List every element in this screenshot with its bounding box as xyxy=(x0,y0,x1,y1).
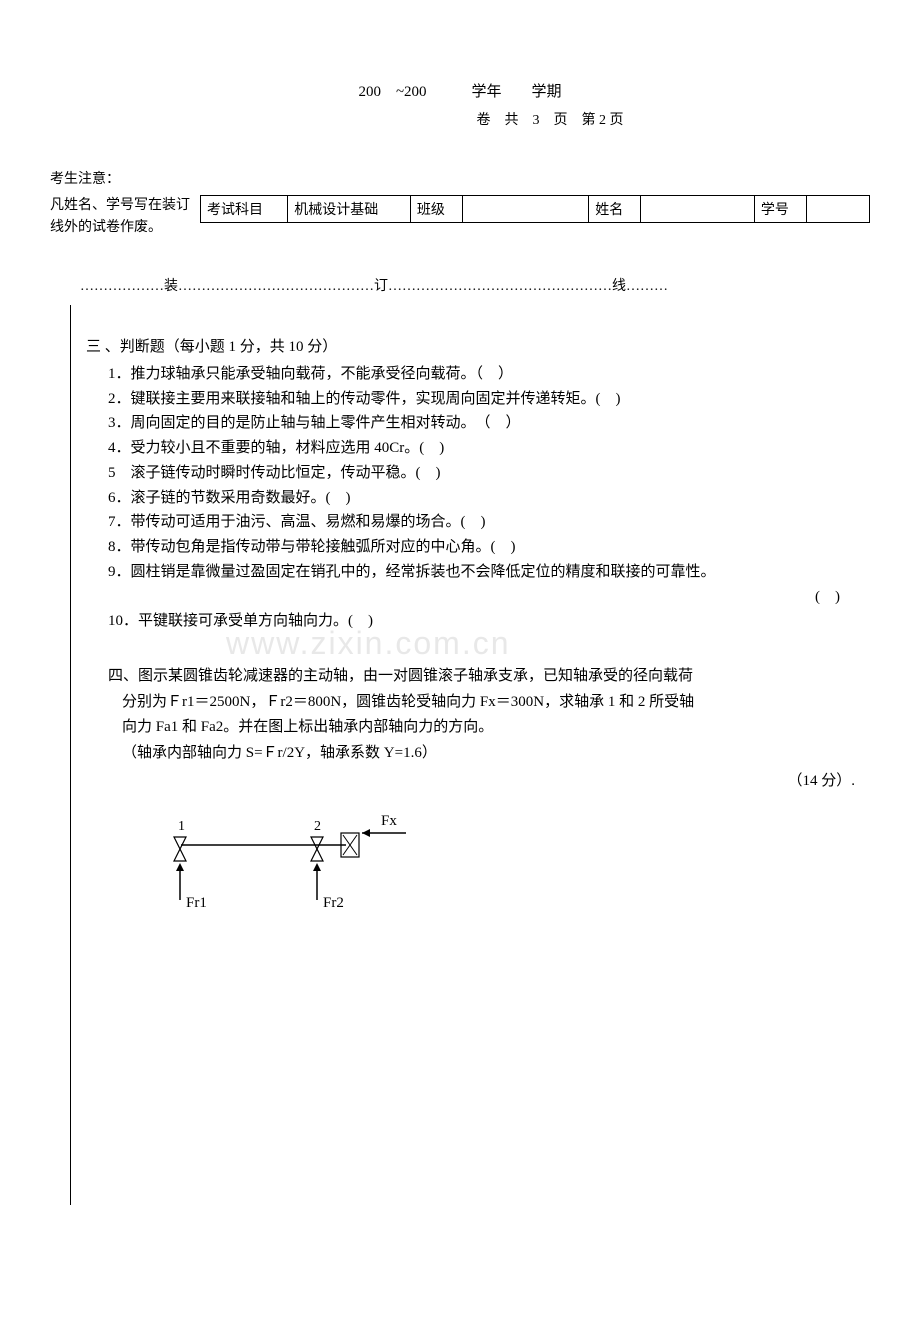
bearing1-label: 1 xyxy=(178,819,185,834)
question-8: 8．带传动包角是指传动带与带轮接触弧所对应的中心角。( ) xyxy=(108,535,860,560)
question-4: 4．受力较小且不重要的轴，材料应选用 40Cr。( ) xyxy=(108,436,860,461)
section4-line4: （轴承内部轴向力 S=Ｆr/2Y，轴承系数 Y=1.6） xyxy=(86,741,860,767)
question-5: 5 滚子链传动时瞬时传动比恒定，传动平稳。( ) xyxy=(108,461,860,486)
id-value xyxy=(806,196,869,223)
question-9: 9．圆柱销是靠微量过盈固定在销孔中的，经常拆装也不会降低定位的精度和联接的可靠性… xyxy=(108,560,860,585)
bearing-diagram: 1 2 Fx xyxy=(146,805,860,930)
subject-value: 机械设计基础 xyxy=(288,196,411,223)
question-10: 10．平键联接可承受单方向轴向力。( ) xyxy=(108,609,860,634)
notice-line1: 考生注意： xyxy=(50,169,870,190)
year-semester-line: 200 ~200 学年 学期 xyxy=(50,80,870,101)
section3-title: 三 、判断题（每小题 1 分，共 10 分） xyxy=(86,335,860,356)
notice-line2b: 线外的试卷作废。 xyxy=(50,217,200,239)
question-2: 2．键联接主要用来联接轴和轴上的传动零件，实现周向固定并传递转矩。( ) xyxy=(108,387,860,412)
section4-score: （14 分）. xyxy=(86,769,860,790)
bearing2-label: 2 xyxy=(314,819,321,834)
question-6: 6．滚子链的节数采用奇数最好。( ) xyxy=(108,486,860,511)
section4-line3: 向力 Fa1 和 Fa2。并在图上标出轴承内部轴向力的方向。 xyxy=(86,715,860,741)
table-row: 考试科目 机械设计基础 班级 姓名 学号 xyxy=(201,196,870,223)
question-1: 1．推力球轴承只能承受轴向载荷，不能承受径向载荷。（ ） xyxy=(108,362,860,387)
exam-info-table: 考试科目 机械设计基础 班级 姓名 学号 xyxy=(200,195,870,223)
section3-questions: 1．推力球轴承只能承受轴向载荷，不能承受径向载荷。（ ） 2．键联接主要用来联接… xyxy=(86,362,860,634)
fr1-label: Fr1 xyxy=(186,895,207,911)
question-7: 7．带传动可适用于油污、高温、易燃和易爆的场合。( ) xyxy=(108,510,860,535)
subject-label: 考试科目 xyxy=(201,196,288,223)
question-3: 3．周向固定的目的是防止轴与轴上零件产生相对转动。 （ ） xyxy=(108,411,860,436)
class-value xyxy=(462,196,588,223)
page-count-info: 卷 共 3 页 第 2 页 xyxy=(50,109,870,129)
binding-line: ………………装……………………………………订…………………………………………线…… xyxy=(80,275,870,295)
name-value xyxy=(641,196,755,223)
fr2-label: Fr2 xyxy=(323,895,344,911)
section4: 四、图示某圆锥齿轮减速器的主动轴，由一对圆锥滚子轴承支承，已知轴承受的径向载荷 … xyxy=(86,664,860,930)
section4-line2: 分别为Ｆr1＝2500N，Ｆr2＝800N，圆锥齿轮受轴向力 Fx＝300N，求… xyxy=(86,690,860,716)
content-box: www.zixin.com.cn 三 、判断题（每小题 1 分，共 10 分） … xyxy=(70,305,870,1205)
section4-line1: 四、图示某圆锥齿轮减速器的主动轴，由一对圆锥滚子轴承支承，已知轴承受的径向载荷 xyxy=(86,664,860,690)
name-label: 姓名 xyxy=(589,196,641,223)
id-label: 学号 xyxy=(754,196,806,223)
fx-label: Fx xyxy=(381,813,397,829)
question-9-paren: ( ) xyxy=(108,585,860,610)
notice-line2a: 凡姓名、学号写在装订 xyxy=(50,195,200,217)
class-label: 班级 xyxy=(410,196,462,223)
